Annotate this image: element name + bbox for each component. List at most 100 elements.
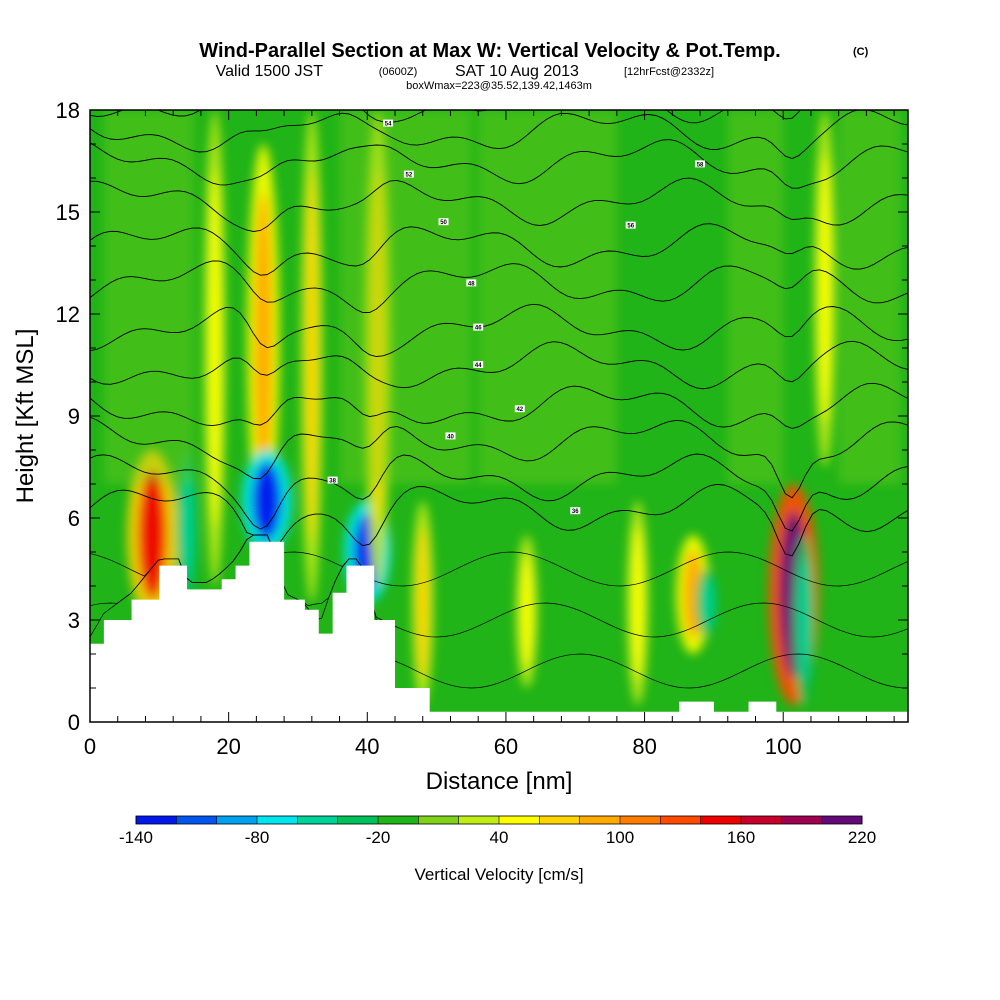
subtitle-zulu: (0600Z): [379, 66, 418, 78]
theta-contour-label-text: 56: [627, 224, 634, 230]
theta-contour-labels: 36 38 40 42 44 46 48 50 52 54 56 58: [327, 119, 706, 515]
velocity-band: [547, 110, 617, 484]
velocity-feature: [301, 110, 323, 603]
copyright-mark: (C): [853, 46, 869, 58]
theta-contour-label: 44: [473, 361, 484, 369]
theta-contour-label: 52: [403, 170, 414, 179]
theta-contour-line: [90, 382, 908, 429]
terrain: [90, 541, 908, 722]
colorbar-tick-label: -80: [245, 828, 270, 847]
theta-contour-line: [90, 534, 908, 587]
theta-contour-label-text: 48: [468, 281, 475, 287]
theta-contour-line: [90, 483, 908, 557]
colorbar-swatch: [216, 816, 258, 824]
theta-contour-label: 54: [383, 119, 394, 128]
theta-contour-label: 36: [570, 507, 581, 515]
theta-contour-label-text: 46: [475, 326, 482, 332]
colorbar-label: Vertical Velocity [cm/s]: [414, 865, 583, 884]
chart-title: Wind-Parallel Section at Max W: Vertical…: [199, 40, 780, 62]
y-tick-label: 0: [68, 710, 80, 735]
x-axis-label: Distance [nm]: [426, 768, 573, 795]
velocity-band: [478, 110, 548, 484]
theta-contour-line: [90, 416, 908, 499]
y-tick-label: 9: [68, 404, 80, 429]
plot-area: 36 38 40 42 44 46 48 50 52 54 56 58: [90, 110, 908, 722]
theta-contour-label: 56: [625, 221, 636, 230]
velocity-feature: [203, 110, 226, 586]
colorbar-swatch: [297, 816, 339, 824]
x-tick-label: 100: [765, 734, 802, 759]
velocity-feature: [696, 569, 718, 637]
velocity-band: [103, 110, 194, 484]
theta-contour-label: 58: [695, 160, 706, 168]
velocity-feature: [411, 501, 434, 705]
velocity-feature: [515, 535, 538, 688]
colorbar-swatch: [579, 816, 621, 824]
colorbar-swatch: [136, 816, 177, 824]
theta-contour-label: 46: [473, 323, 484, 332]
x-tick-label: 60: [494, 734, 518, 759]
colorbar-tick-label: 40: [490, 828, 509, 847]
colorbar-swatch: [700, 816, 742, 824]
colorbar-tick-label: -140: [119, 828, 153, 847]
subtitle-date: SAT 10 Aug 2013: [455, 63, 579, 80]
y-tick-label: 3: [68, 608, 80, 633]
velocity-feature: [241, 450, 292, 552]
theta-contour-label: 48: [466, 279, 477, 287]
theta-contour-label-text: 50: [440, 220, 447, 226]
theta-contour-label: 42: [514, 405, 525, 413]
colorbar-swatch: [821, 816, 863, 824]
subtitle-valid: Valid 1500 JST: [216, 63, 324, 80]
colorbar-swatch: [741, 816, 782, 824]
colorbar-swatch: [499, 816, 540, 824]
x-tick-label: 0: [84, 734, 96, 759]
velocity-feature: [793, 535, 815, 705]
colorbar-tick-label: 100: [606, 828, 634, 847]
velocity-feature: [814, 110, 836, 467]
theta-contour-line: [90, 177, 908, 232]
theta-contour-label-text: 52: [406, 173, 413, 179]
velocity-feature: [626, 501, 649, 705]
theta-contour-label: 50: [438, 218, 449, 226]
colorbar-tick-label: 220: [848, 828, 876, 847]
colorbar-swatch: [418, 816, 460, 824]
theta-contour-line: [90, 139, 908, 189]
theta-contour-label-text: 44: [475, 363, 482, 369]
y-tick-label: 12: [56, 302, 80, 327]
y-tick-label: 6: [68, 506, 80, 531]
velocity-band: [339, 110, 472, 484]
theta-contours: [90, 110, 908, 689]
axis-ticks: [89, 109, 908, 723]
y-axis-label: Height [Kft MSL]: [12, 329, 39, 504]
theta-contour-label-text: 40: [447, 434, 454, 440]
colorbar-swatch: [660, 816, 702, 824]
theta-contour-line: [90, 303, 908, 357]
theta-contour-line: [90, 260, 908, 313]
theta-contour-label-text: 58: [697, 162, 704, 168]
velocity-features: [103, 110, 902, 705]
x-tick-label: 40: [355, 734, 379, 759]
theta-contour-line: [90, 223, 908, 276]
theta-contour-line: [90, 453, 908, 532]
theta-contour-line: [90, 340, 908, 390]
theta-contour-label-text: 42: [516, 407, 523, 413]
y-tick-label: 18: [56, 98, 80, 123]
colorbar-swatch: [176, 816, 218, 824]
colorbar-swatch: [257, 816, 298, 824]
theta-contour-label: 38: [327, 476, 338, 485]
velocity-feature: [247, 144, 280, 535]
theta-contour-label-text: 38: [329, 479, 336, 485]
theta-contour-label: 40: [445, 432, 456, 440]
theta-contour-label-text: 54: [385, 122, 392, 128]
colorbar-swatch: [781, 816, 823, 824]
colorbar-tick-label: 160: [727, 828, 755, 847]
x-tick-label: 20: [216, 734, 240, 759]
colorbar: -140 -80 -20 40 100 160 220: [119, 815, 876, 847]
velocity-band: [727, 110, 784, 484]
theta-contour-line: [90, 110, 908, 159]
colorbar-swatch: [539, 816, 581, 824]
theta-contour-label-text: 36: [572, 509, 579, 515]
x-tick-label: 80: [632, 734, 656, 759]
